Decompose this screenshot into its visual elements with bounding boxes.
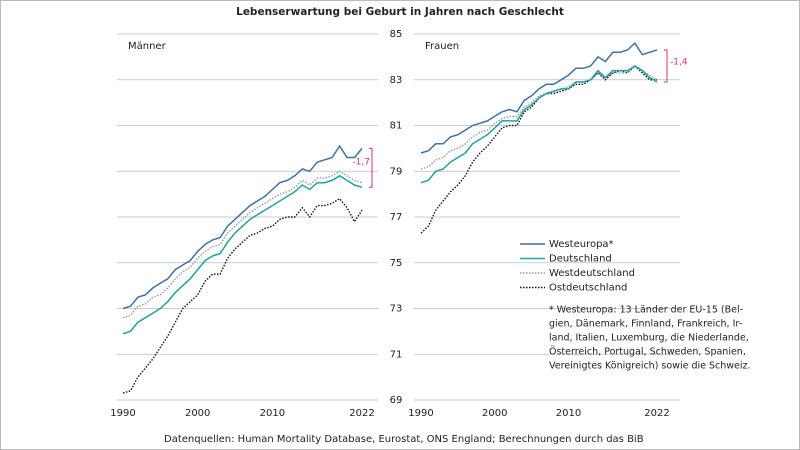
y-tick-label: 85 [390,29,403,40]
x-tick-label: 2010 [556,408,581,419]
y-tick-label: 71 [390,349,403,360]
panel-title: Männer [128,41,167,52]
series-line [420,65,657,234]
x-tick-label: 2022 [349,408,374,419]
y-tick-label: 83 [390,75,403,86]
x-tick-label: 2000 [185,408,210,419]
y-tick-label: 79 [390,166,403,177]
source-note: Datenquellen: Human Mortality Database, … [164,434,644,445]
legend-label: Westdeutschland [549,268,635,279]
difference-bracket [369,147,373,188]
footnote-line: * Westeuropa: 13 Länder der EU-15 (Bel- [549,305,743,316]
chart-title: Lebenserwartung bei Geburt in Jahren nac… [236,6,564,18]
x-tick-label: 2000 [482,408,507,419]
footnote-line: land, Italien, Luxemburg, die Niederland… [549,333,749,344]
series-line [122,170,363,319]
x-tick-label: 2022 [644,408,669,419]
x-tick-label: 1990 [408,408,433,419]
footnote-line: gien, Dänemark, Finnland, Frankreich, Ir… [549,319,742,330]
y-tick-label: 73 [390,304,403,315]
series-line [420,65,658,184]
y-tick-label: 69 [390,395,403,406]
y-tick-label: 77 [390,212,403,223]
x-tick-label: 1990 [110,408,135,419]
footnote-line: Vereinigtes Königreich) sowie die Schwei… [549,361,751,372]
series-line [122,144,363,310]
series-line [122,174,363,335]
series-line [420,65,658,170]
y-tick-label: 75 [390,258,403,269]
y-tick-label: 81 [390,121,403,132]
footnote-line: Österreich, Portugal, Schweden, Spanien, [549,347,746,358]
difference-bracket [664,49,668,83]
panel-title: Frauen [425,41,459,52]
difference-label: -1,4 [670,58,688,68]
series-line [122,197,363,394]
legend-label: Ostdeutschland [549,283,627,294]
legend-label: Westeuropa* [549,239,614,250]
legend-label: Deutschland [549,254,612,265]
series-line [420,42,658,154]
x-tick-label: 2010 [260,408,285,419]
difference-label: -1,7 [352,157,370,167]
